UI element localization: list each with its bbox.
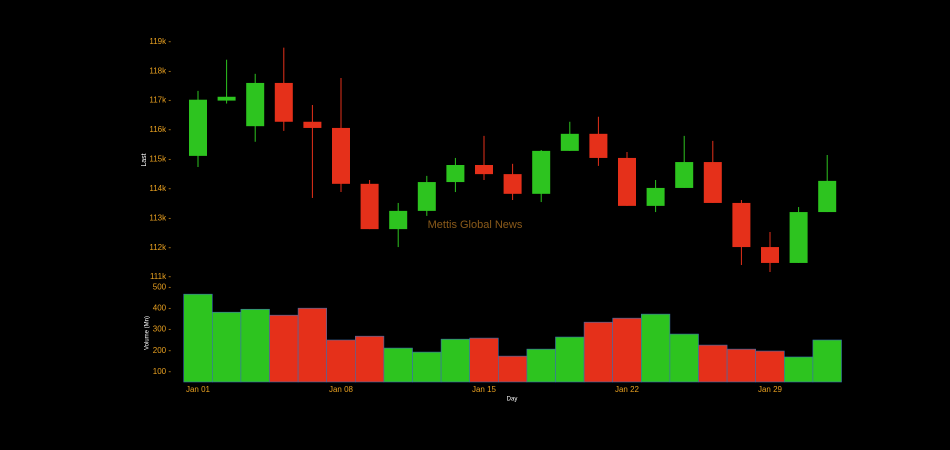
- volume-bar: [783, 356, 814, 383]
- volume-tick-label: 300 -: [153, 325, 172, 334]
- volume-bar: [812, 339, 842, 383]
- watermark: Mettis Global News: [428, 219, 523, 231]
- volume-bar: [497, 355, 528, 383]
- candle-body: [675, 162, 694, 188]
- volume-bar: [755, 350, 785, 383]
- x-tick-label: Jan 15: [472, 385, 497, 394]
- volume-bar: [612, 317, 642, 383]
- y-tick-label: 117k -: [149, 96, 171, 105]
- x-tick-label: Jan 22: [615, 385, 640, 394]
- y-tick-label: 119k -: [149, 37, 171, 46]
- volume-bar: [183, 293, 213, 383]
- candle-body: [732, 202, 751, 248]
- y-tick-label: 118k -: [149, 66, 171, 75]
- candle-body: [618, 157, 636, 206]
- volume-bar: [412, 351, 442, 383]
- candle-body: [303, 121, 322, 128]
- y-tick-label: 114k -: [149, 184, 171, 193]
- candle-body: [217, 96, 236, 101]
- y-tick-label: 111k -: [150, 272, 171, 281]
- candle-body: [332, 127, 350, 184]
- volume-bar: [469, 337, 499, 383]
- y-tick-label: 116k -: [149, 125, 171, 134]
- x-axis-label: Day: [507, 397, 518, 403]
- y-tick-label: 115k -: [149, 155, 171, 164]
- x-tick-label: Jan 08: [329, 385, 354, 394]
- volume-bar: [698, 344, 728, 383]
- candle-body: [818, 180, 837, 213]
- volume-tick-label: 200 -: [153, 346, 172, 355]
- y-axis-label: Last: [141, 153, 148, 166]
- volume-bar: [726, 348, 756, 383]
- y-tick-label: 112k -: [149, 243, 171, 252]
- x-tick-label: Jan 29: [758, 385, 783, 394]
- volume-bar: [269, 314, 299, 383]
- candle-body: [703, 162, 722, 203]
- candle-body: [417, 182, 436, 211]
- volume-bar: [583, 321, 613, 383]
- volume-bar: [212, 311, 242, 383]
- volume-bar: [326, 339, 356, 383]
- volume-bar: [240, 308, 270, 383]
- candle-body: [274, 82, 293, 122]
- volume-tick-label: 100 -: [153, 367, 172, 376]
- candle-body: [560, 133, 579, 151]
- y-tick-label: 113k -: [149, 213, 171, 222]
- candle-body: [589, 133, 608, 158]
- volume-tick-label: 500 -: [153, 282, 172, 291]
- volume-bar: [354, 335, 385, 383]
- candle-body: [646, 187, 665, 206]
- volume-bar: [555, 336, 585, 383]
- volume-bar: [526, 348, 556, 383]
- volume-bar: [297, 307, 328, 383]
- candle-body: [389, 210, 408, 230]
- candle-body: [189, 99, 207, 156]
- volume-bar: [383, 347, 413, 383]
- candle-body: [761, 247, 779, 263]
- candle-body: [789, 212, 808, 263]
- volume-bar: [669, 333, 699, 383]
- volume-tick-label: 400 -: [153, 304, 172, 313]
- candle-body: [446, 165, 465, 183]
- x-tick-label: Jan 01: [186, 385, 211, 394]
- volume-bar: [640, 313, 671, 383]
- volume-bar: [440, 338, 471, 383]
- candle-body: [532, 150, 551, 194]
- candle-body: [475, 165, 493, 175]
- candle-body: [360, 183, 379, 230]
- candle-body: [503, 174, 522, 194]
- volume-axis-label: Volume (Mn): [145, 316, 151, 350]
- candle-body: [246, 82, 265, 127]
